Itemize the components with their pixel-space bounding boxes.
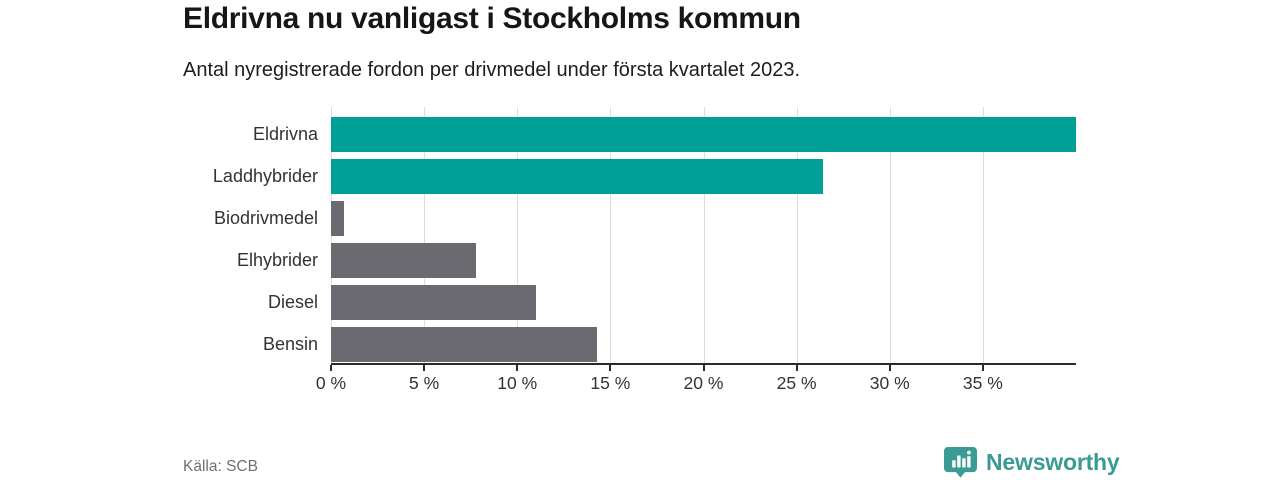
axis-tick-label: 15 % xyxy=(590,373,631,393)
newsworthy-logo: Newsworthy xyxy=(944,445,1120,479)
bar-row xyxy=(331,285,1076,320)
bar-row xyxy=(331,117,1076,152)
x-axis-line xyxy=(331,363,1076,365)
chart-title: Eldrivna nu vanligast i Stockholms kommu… xyxy=(183,2,801,35)
category-label: Eldrivna xyxy=(252,124,318,144)
axis-tick-label: 35 % xyxy=(962,373,1003,393)
category-label: Biodrivmedel xyxy=(213,208,318,228)
bar-row xyxy=(331,327,1076,362)
bar xyxy=(331,285,536,320)
category-label: Bensin xyxy=(262,334,318,354)
axis-tick xyxy=(981,365,984,371)
axis-tick xyxy=(423,365,426,371)
bar xyxy=(331,201,345,236)
axis-tick-label: 20 % xyxy=(683,373,724,393)
axis-tick xyxy=(795,365,798,371)
gridline xyxy=(703,107,705,365)
axis-tick xyxy=(330,365,332,371)
category-label: Diesel xyxy=(267,292,318,312)
axis-tick-label: 0 % xyxy=(315,373,347,393)
bar xyxy=(331,117,1076,152)
gridline xyxy=(982,107,984,365)
category-label: Laddhybrider xyxy=(212,166,318,186)
newsworthy-logo-icon xyxy=(944,446,977,478)
axis-tick xyxy=(888,365,891,371)
bar-row xyxy=(331,201,1076,236)
bar-row xyxy=(331,159,1076,194)
newsworthy-logo-text: Newsworthy xyxy=(986,448,1120,475)
bar xyxy=(331,159,823,194)
axis-tick-label: 5 % xyxy=(409,373,440,393)
bar xyxy=(331,243,477,278)
axis-tick-label: 25 % xyxy=(776,373,817,393)
plot-area: 0 % 5 % 10 % 15 % 20 % 25 % 30 % 35 % xyxy=(316,107,1076,393)
gridline xyxy=(889,107,891,365)
category-label: Elhybrider xyxy=(236,250,318,270)
gridline xyxy=(517,107,519,365)
gridline xyxy=(796,107,798,365)
gridline xyxy=(424,107,426,365)
axis-tick xyxy=(609,365,612,371)
bar-row xyxy=(331,243,1076,278)
axis-tick xyxy=(516,365,519,371)
source-note: Källa: SCB xyxy=(183,458,258,475)
axis-tick-label: 10 % xyxy=(497,373,538,393)
axis-tick-label: 30 % xyxy=(869,373,910,393)
chart-subtitle: Antal nyregistrerade fordon per drivmede… xyxy=(183,59,801,81)
axis-tick xyxy=(702,365,705,371)
bar xyxy=(331,327,598,362)
gridline xyxy=(331,107,332,365)
gridline xyxy=(610,107,612,365)
